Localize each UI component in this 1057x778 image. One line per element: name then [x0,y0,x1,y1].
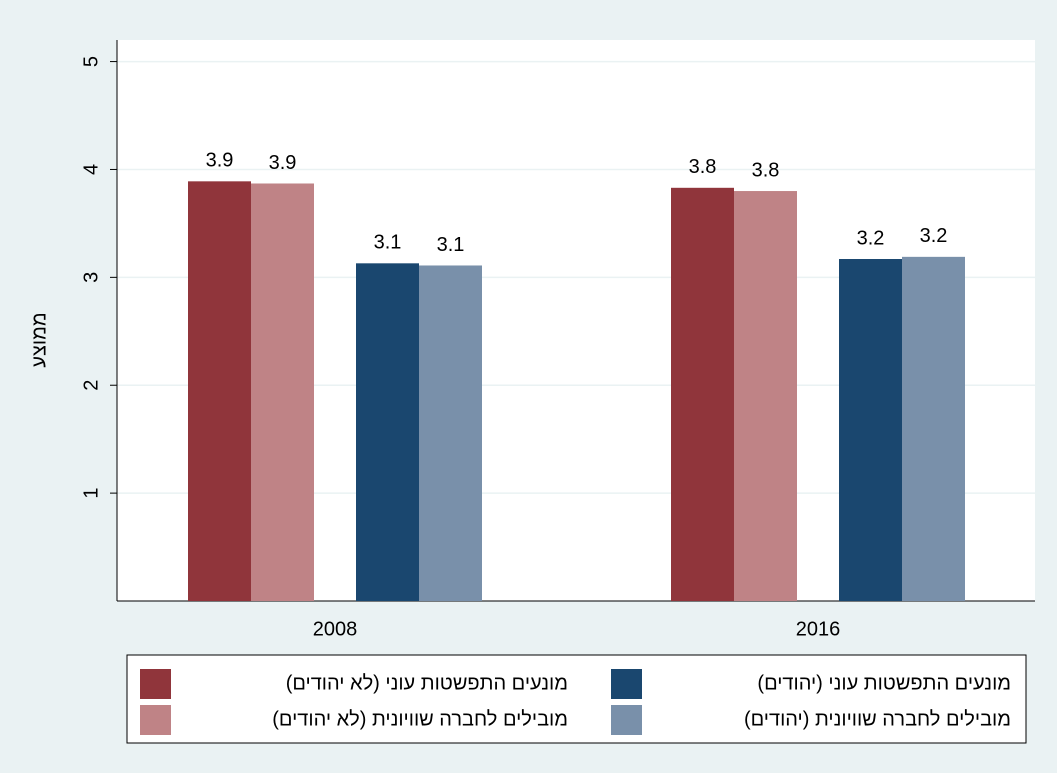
bar [734,191,797,602]
value-label: 3.2 [920,225,948,247]
legend-label: מובילים לחברה שוויונית (לא יהודים) [272,708,568,730]
legend-swatch [140,669,171,699]
value-label: 3.9 [269,152,297,174]
bar [251,183,314,601]
legend-swatch [140,705,171,735]
legend-swatch [611,705,642,735]
bar [188,181,251,601]
y-tick-label: 1 [80,488,102,499]
bar [902,256,965,601]
legend-label: מובילים לחברה שוויונית (יהודים) [744,708,1011,730]
legend [126,654,1027,744]
value-label: 3.8 [752,159,780,181]
bar [671,187,734,601]
value-label: 3.1 [437,234,465,256]
value-label: 3.1 [374,232,402,254]
legend-label: מונעים התפשטות עוני (לא יהודים) [286,672,568,694]
bar [419,265,482,601]
y-axis-title: ממוצע [28,312,50,367]
y-tick-label: 5 [80,56,102,67]
legend-label: מונעים התפשטות עוני (יהודים) [757,672,1011,694]
y-tick-label: 3 [80,272,102,283]
y-tick-label: 4 [80,164,102,175]
y-tick-label: 2 [80,380,102,391]
x-tick-label: 2008 [313,618,358,640]
value-label: 3.2 [857,227,885,249]
bar [356,263,419,601]
bar [839,259,902,601]
legend-swatch [611,669,642,699]
x-tick-label: 2016 [796,618,841,640]
value-label: 3.8 [689,156,717,178]
value-label: 3.9 [206,150,234,172]
